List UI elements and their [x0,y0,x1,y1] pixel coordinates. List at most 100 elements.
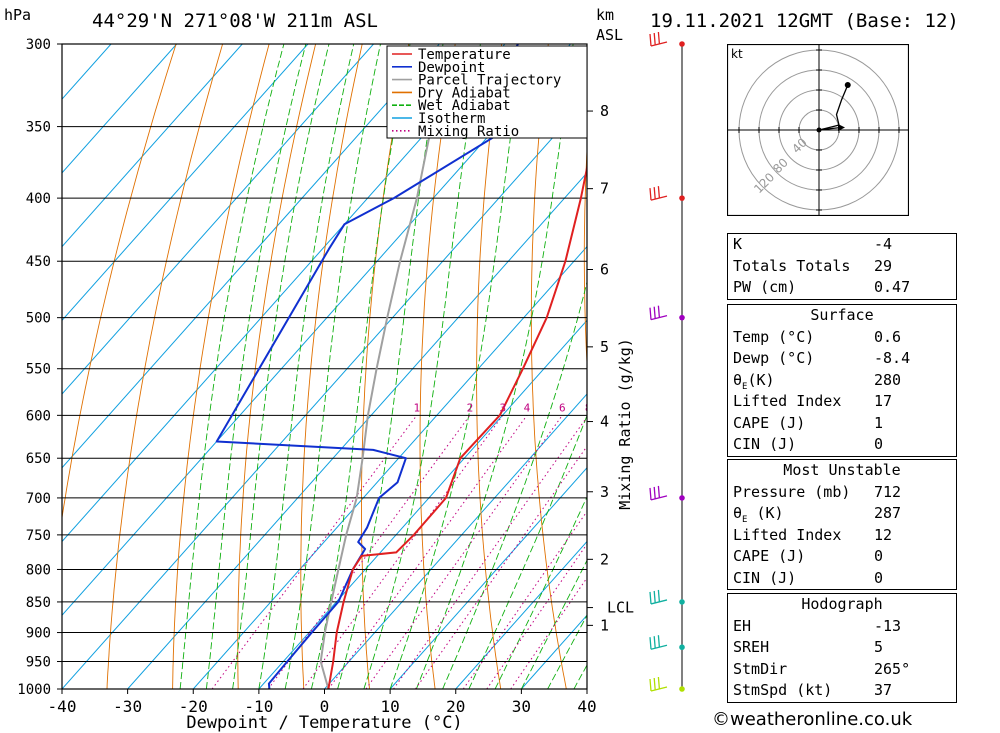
sreh-label: SREH [733,638,770,656]
surface-li-label: Lifted Index [733,392,842,410]
mu-li-value: 12 [874,525,893,544]
mixing-ratio-value-label: 4 [524,401,531,414]
surface-temp-label: Temp (°C) [733,327,815,346]
mixing-ratio-line [393,416,587,689]
wind-barb-feather [657,485,661,498]
dry-adiabat-line [967,44,1000,689]
x-axis-title: Dewpoint / Temperature (°C) [186,713,462,733]
wind-barb-feather [653,306,656,319]
pressure-tick-label: 900 [26,626,51,642]
mixing-ratio-value-label: 6 [559,401,566,414]
temperature-tick-label: -10 [244,697,273,716]
pressure-tick-label: 1000 [17,682,51,698]
wind-barb [649,305,668,321]
hodograph-origin-dot [816,127,822,133]
wind-barb-feather [649,637,652,650]
wind-barb [649,485,668,501]
dry-adiabat-line [583,142,587,372]
isotherm-line [62,44,440,469]
wind-barb-feather [653,590,656,603]
temperature-tick-label: 0 [320,697,330,716]
storm-motion-arrowhead [838,124,845,131]
wind-barb-feather [653,187,656,200]
pressure-axis-unit: hPa [4,6,31,24]
temperature-tick-label: -40 [48,697,77,716]
totals-totals-label: Totals Totals [733,256,851,275]
mixing-ratio-value-label: 1 [413,401,420,414]
wind-barb [649,635,668,650]
legend-entry: Dewpoint [418,60,485,76]
mixing-ratio-axis-title: Mixing Ratio (g/kg) [616,338,634,510]
height-tick-label: 8 [600,102,609,120]
wind-level-dot [679,41,685,47]
wind-barb-feather [657,31,661,45]
mixing-ratio-line [462,510,587,689]
mu-li-label: Lifted Index [733,525,842,544]
stmdir-value: 265° [874,659,911,678]
wind-level-dot [679,644,685,651]
mu-theta-label: (K) [756,504,784,522]
temperature-tick-label: -30 [113,697,142,716]
mixing-ratio-line [415,445,587,689]
surface-cin-value: 0 [874,435,884,453]
wind-barb-feather [653,677,656,691]
mixing-ratio-value-label: 16 [647,401,660,414]
isotherm-line [455,540,587,689]
k-index-value: -4 [874,235,893,253]
credit-link[interactable]: ©weatheronline.co.uk [712,709,913,730]
surface-panel: Surface Temp (°C) 0.6 Dewp (°C) -8.4 θE(K)… [727,304,957,457]
isotherm-line [62,44,506,543]
pw-label: PW (cm) [733,278,797,296]
eh-value: -13 [874,616,902,635]
isotherm-line [62,44,178,174]
surface-temp-value: 0.6 [874,327,902,346]
wind-barb-feather [653,636,656,649]
isotherm-line [62,44,374,395]
dry-adiabat-line [636,44,698,689]
wind-barb-feather [657,589,661,602]
wet-adiabat-line [310,44,411,689]
wind-barb-feather [653,486,656,499]
lcl-label: LCL [607,599,634,617]
mu-cape-label: CAPE (J) [733,547,806,565]
dry-adiabat-line [361,44,410,689]
mixing-ratio-value-label: 3 [499,401,506,414]
isotherm-line [62,44,112,100]
dewpoint-profile [215,44,525,689]
hodograph-unit: kt [731,47,743,61]
isotherm-line [62,44,571,617]
mu-cin-label: CIN (J) [733,568,797,587]
mu-pressure-label: Pressure (mb) [733,482,851,501]
pressure-tick-label: 700 [26,491,51,507]
height-tick-label: 5 [600,338,609,356]
temperature-tick-label: 20 [446,697,465,716]
dry-adiabat-line [172,44,270,689]
wet-adiabat-line [258,44,355,689]
wind-level-dot [679,599,685,605]
surface-cape-value: 1 [874,413,884,432]
isotherm-line [62,44,309,322]
height-tick-label: 2 [600,550,609,568]
mu-theta-value: 287 [874,504,902,522]
wind-barb [649,589,668,605]
legend-entry: Isotherm [418,111,485,127]
most-unstable-panel: Most Unstable Pressure (mb) 712 θE (K) 287… [727,459,957,590]
wind-barb-feather [649,678,652,692]
legend-entry: Mixing Ratio [418,124,519,140]
dry-adiabat-line [419,44,456,689]
wind-barb-feather [657,635,661,648]
isotherm-line [192,245,587,689]
theta-e-symbol: θE [733,504,748,525]
wind-barb-feather [649,591,652,604]
mixing-ratio-line [302,415,504,689]
isotherm-line [324,393,587,689]
legend-entry: Parcel Trajectory [418,73,561,89]
wet-adiabat-line [442,280,587,689]
height-tick-label: 1 [600,616,609,634]
wind-barb-feather [649,487,652,500]
height-tick-label: 6 [600,260,609,278]
dry-adiabat-line [237,44,317,689]
legend-entry: Temperature [418,47,511,63]
most-unstable-title: Most Unstable [783,461,901,479]
